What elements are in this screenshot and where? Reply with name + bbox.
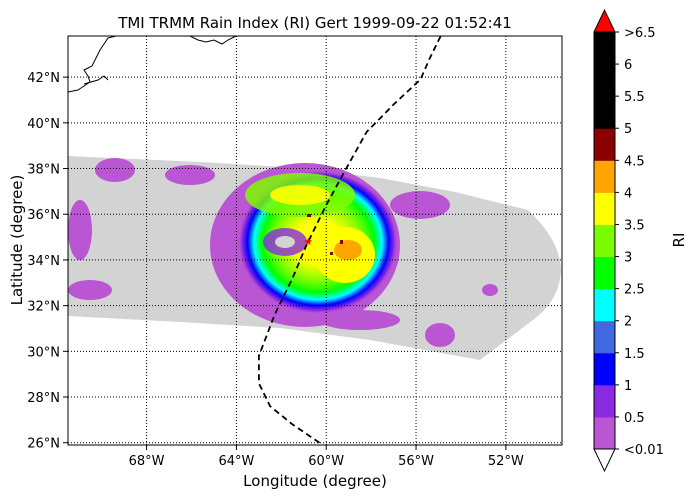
colorbar-tick-label: 6	[624, 58, 632, 73]
colorbar-tick-label: 3.5	[624, 218, 645, 233]
chart-title: TMI TRMM Rain Index (RI) Gert 1999-09-22…	[117, 14, 512, 32]
storm-core	[238, 170, 398, 314]
colorbar-tick-label: 2.5	[624, 283, 645, 298]
map-plot-area	[68, 36, 562, 445]
colorbar-tick-label: 5	[624, 122, 632, 137]
y-tick-label: 42°N	[27, 71, 60, 86]
colorbar-swatch	[594, 96, 615, 129]
colorbar-tick-label: >6.5	[624, 26, 656, 41]
colorbar-swatch	[594, 192, 615, 225]
y-tick-label: 30°N	[27, 345, 60, 360]
y-tick-label: 28°N	[27, 391, 60, 406]
colorbar-label: RI	[670, 233, 688, 248]
colorbar-swatch	[594, 128, 615, 161]
x-tick-label: 52°W	[488, 454, 524, 469]
colorbar-tick-label: 5.5	[624, 90, 645, 105]
colorbar-tick-label: 0.5	[624, 411, 645, 426]
colorbar-tick-label: 1	[624, 379, 632, 394]
x-axis-label: Longitude (degree)	[243, 472, 387, 490]
x-tick-label: 68°W	[129, 454, 165, 469]
colorbar: <0.01 0.5 1 1.5 2 2.5 3 3.5 4 4.5 5 5.5 6 >6.5	[593, 8, 664, 473]
colorbar-tick-label: 1.5	[624, 347, 645, 362]
colorbar-swatch	[594, 384, 615, 418]
colorbar-extend-high	[593, 8, 616, 33]
plot-frame	[67, 35, 563, 446]
colorbar-swatch	[594, 224, 615, 258]
colorbar-tick-label: <0.01	[624, 443, 664, 458]
x-axis-ticks: 68°W 64°W 60°W 56°W 52°W	[129, 445, 524, 469]
storm-center-marker	[304, 237, 313, 245]
grid-lines	[68, 36, 562, 445]
colorbar-swatch	[594, 32, 615, 65]
colorbar-swatch	[594, 288, 615, 322]
colorbar-extend-low	[593, 448, 616, 473]
y-tick-label: 36°N	[27, 208, 60, 223]
coastline	[68, 36, 237, 93]
colorbar-swatch	[594, 352, 615, 386]
colorbar-swatch	[594, 64, 615, 97]
y-axis-ticks: 26°N 28°N 30°N 32°N 34°N 36°N 38°N 40°N 42°N	[27, 71, 68, 452]
y-tick-label: 38°N	[27, 163, 60, 178]
colorbar-tick-label: 4.5	[624, 154, 645, 169]
x-tick-label: 56°W	[398, 454, 434, 469]
colorbar-swatch	[594, 320, 615, 354]
x-tick-label: 60°W	[308, 454, 344, 469]
y-tick-label: 34°N	[27, 254, 60, 269]
storm-track	[257, 36, 442, 444]
colorbar-frame	[593, 31, 616, 450]
colorbar-swatch	[594, 416, 615, 450]
colorbar-tick-label: 4	[624, 186, 632, 201]
x-tick-label: 64°W	[218, 454, 254, 469]
y-tick-label: 40°N	[27, 117, 60, 132]
colorbar-tick-label: 2	[624, 315, 632, 330]
y-axis-label: Latitude (degree)	[8, 175, 26, 306]
colorbar-swatch	[594, 160, 615, 193]
y-tick-label: 32°N	[27, 300, 60, 315]
colorbar-tick-label: 3	[624, 251, 632, 266]
colorbar-swatch	[594, 256, 615, 290]
y-tick-label: 26°N	[27, 437, 60, 452]
